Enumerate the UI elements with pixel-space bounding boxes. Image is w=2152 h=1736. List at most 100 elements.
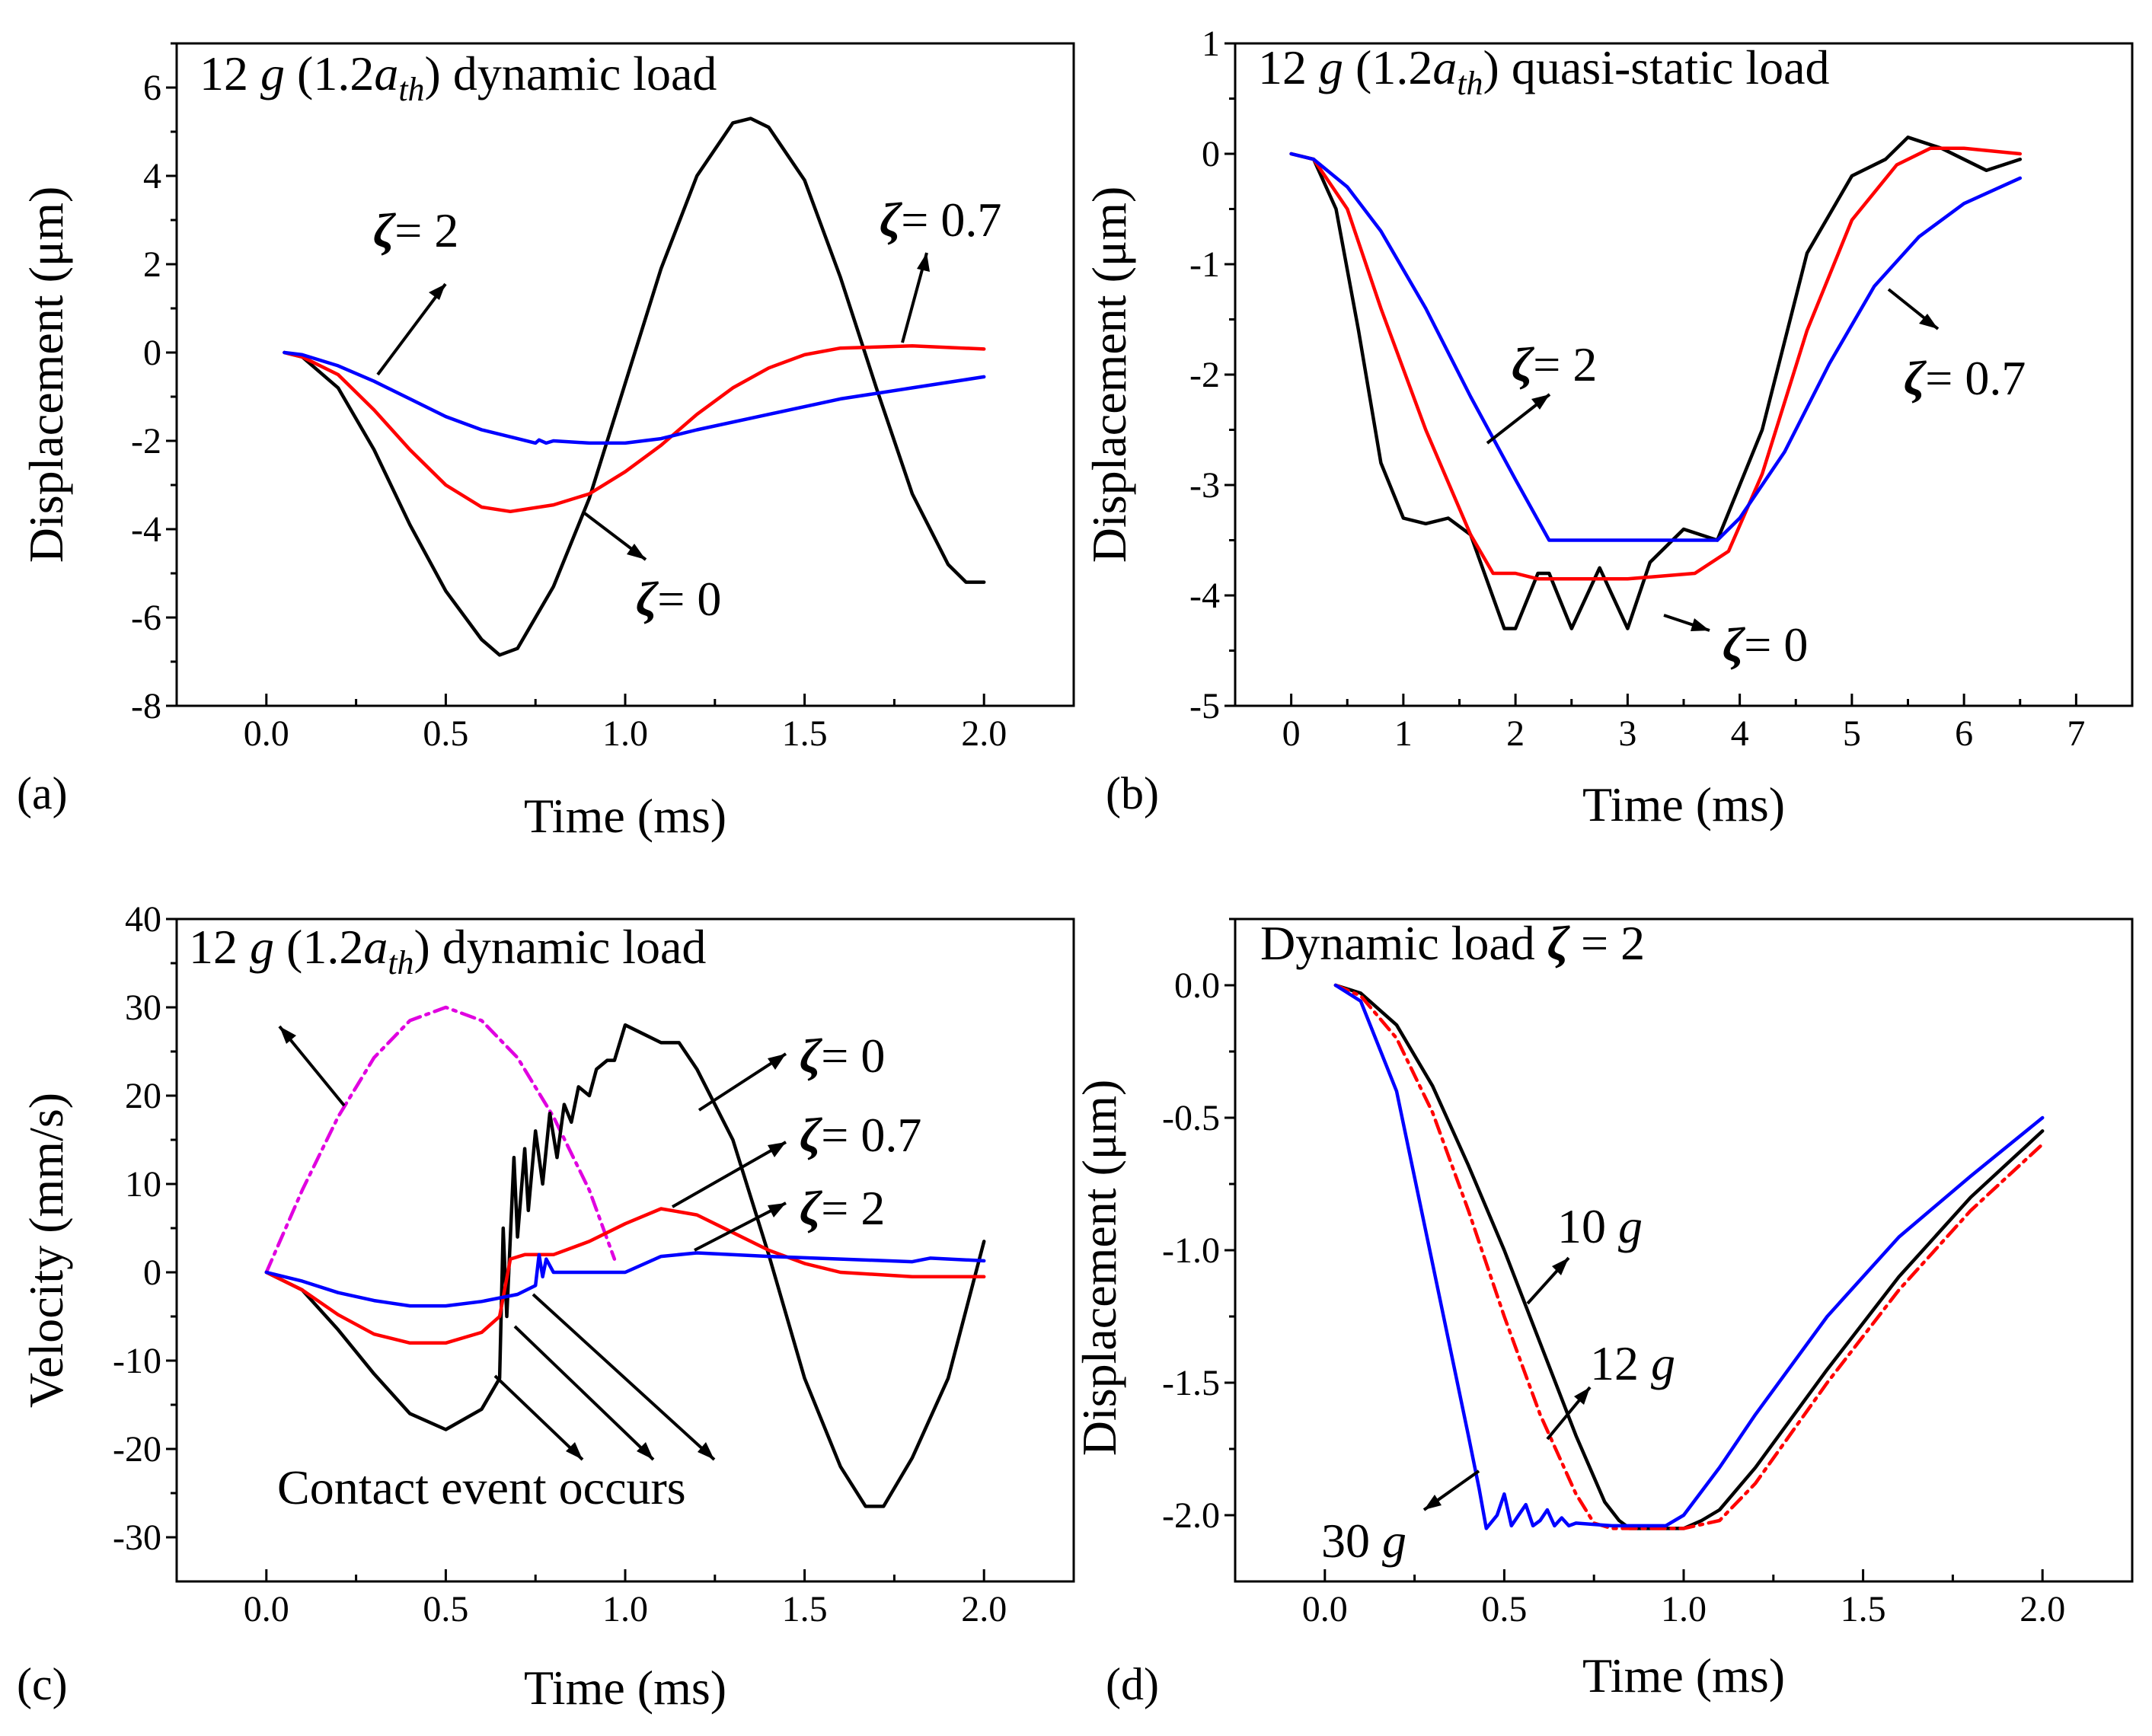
arrow-head [429,284,445,300]
x-tick-label: 7 [2067,713,2085,754]
annotation-30g: 30 g [1321,1514,1406,1568]
arrow-head [1552,1258,1569,1275]
panel-c-series-layer [264,1005,986,1508]
series-line [1289,146,2023,581]
panel-b-series-layer [1289,136,2023,630]
annotation-zeta-07: ζ= 0.7 [1904,351,2026,405]
x-tick-label: 5 [1843,713,1861,754]
arrow-head [768,1054,786,1070]
arrow-head [566,1442,583,1460]
y-tick-label: 4 [143,156,161,196]
x-tick-label: 1 [1394,713,1413,754]
series-line [264,1023,986,1508]
panel-d-ylabel: Displacement (μm) [1072,1080,1126,1457]
arrow-head [637,1442,653,1460]
series-line [1289,152,2023,542]
panel-a-annotations: ζ= 2 ζ= 0.7 ζ= 0 [373,193,1001,626]
panel-c-annotations: ζ= 0 ζ= 0.7 ζ= 2 Contact event occurs [277,1025,921,1514]
y-tick-label: 20 [125,1076,161,1116]
panel-a-title: 12 g (1.2ath) dynamic load [200,46,717,108]
arrow-head [627,544,646,560]
panel-d: Dynamic load ζ = 2 0.0 0.5 1.0 1.5 2.0 -2.0 -1… [1072,916,2134,1709]
y-tick-label: -3 [1189,465,1220,506]
annotation-zeta-2: ζ= 2 [373,203,458,257]
annotation-arrow [672,1141,787,1208]
y-tick-label: -30 [113,1517,161,1558]
series-line [1333,983,2045,1530]
arrow-head [768,1142,786,1157]
y-tick-label: 10 [125,1164,161,1205]
x-tick-label: 1.0 [602,1589,648,1629]
y-tick-label: 0 [143,333,161,373]
annotation-arrow [376,282,447,376]
panel-b-panel-label: (b) [1106,768,1159,819]
panel-c: 12 g (1.2ath) dynamic load 0.0 0.5 1.0 1.5 2… [17,899,1075,1715]
panel-a-ylabel: Displacement (μm) [19,187,73,563]
y-tick-label: -1.0 [1162,1230,1220,1271]
series-line [1289,136,2023,630]
panel-a-panel-label: (a) [17,768,68,819]
panel-b-ylabel: Displacement (μm) [1082,187,1136,563]
arrow-head [698,1442,714,1460]
panel-b-ticks-layer: 0 1 2 3 4 5 6 7 -5 -4 -3 -2 -1 0 1 [1189,24,2134,754]
panel-a-frame [175,42,1075,707]
x-tick-label: 1.0 [1661,1589,1707,1629]
arrow-head [1691,618,1710,631]
x-tick-label: 0.5 [423,1589,468,1629]
y-tick-label: -5 [1189,686,1220,726]
y-tick-label: -10 [113,1341,161,1381]
series-line [264,1005,617,1275]
annotation-12g: 12 g [1590,1336,1675,1390]
x-tick-label: 6 [1955,713,1973,754]
y-tick-label: -2 [1189,355,1220,395]
panel-c-panel-label: (c) [17,1659,68,1709]
x-tick-label: 0 [1282,713,1301,754]
arrow-head [1919,314,1938,329]
x-tick-label: 0.0 [244,1589,289,1629]
arrow-head [1574,1387,1590,1405]
panel-b: 12 g (1.2ath) quasi-static load 0 1 2 3 4 5 6 7… [1082,24,2134,831]
series-line [283,344,986,514]
panel-a-series-layer [283,116,986,657]
panel-d-frame [1234,917,2134,1583]
y-tick-label: 6 [143,68,161,108]
y-tick-label: 0 [1202,134,1220,174]
y-tick-label: -20 [113,1429,161,1470]
y-tick-label: -1 [1189,244,1220,285]
y-tick-label: 1 [1202,24,1220,64]
x-tick-label: 2.0 [961,713,1007,754]
panel-c-xlabel: Time (ms) [524,1661,726,1715]
arrow-head [917,253,930,272]
annotation-zeta-07: ζ= 0.7 [800,1108,921,1162]
panel-d-series-layer [1333,983,2045,1530]
panel-d-ticks-layer: 0.0 0.5 1.0 1.5 2.0 -2.0 -1.5 -1.0 -0.5 0.0 [1162,917,2134,1629]
panel-a: 12 g (1.2ath) dynamic load 0.0 0.5 1.0 1.5 2… [17,42,1075,843]
x-tick-label: 3 [1618,713,1636,754]
panel-c-ylabel: Velocity (mm/s) [19,1093,73,1408]
panel-d-annotations: 10 g 12 g 30 g [1321,1199,1675,1568]
y-tick-label: 2 [143,244,161,285]
series-line [283,116,986,657]
series-line [283,350,986,445]
x-tick-label: 0.5 [1481,1589,1527,1629]
y-tick-label: -2.0 [1162,1495,1220,1536]
panel-d-title: Dynamic load ζ = 2 [1260,916,1645,970]
x-tick-label: 1.5 [1841,1589,1886,1629]
series-line [1333,983,2045,1530]
annotation-10g: 10 g [1557,1199,1643,1253]
x-tick-label: 2.0 [2019,1589,2065,1629]
panel-b-title: 12 g (1.2ath) quasi-static load [1258,40,1830,102]
y-tick-label: -8 [131,686,161,726]
arrow-head [1531,394,1550,410]
annotation-arrow [493,1374,584,1461]
panel-d-panel-label: (d) [1106,1659,1159,1709]
annotation-arrow [513,1325,655,1461]
x-tick-label: 1.0 [602,713,648,754]
y-tick-label: 30 [125,988,161,1028]
x-tick-label: 4 [1731,713,1749,754]
y-tick-label: -4 [131,509,161,550]
arrow-head [1424,1495,1442,1510]
x-tick-label: 0.0 [244,713,289,754]
y-tick-label: 0 [143,1253,161,1293]
